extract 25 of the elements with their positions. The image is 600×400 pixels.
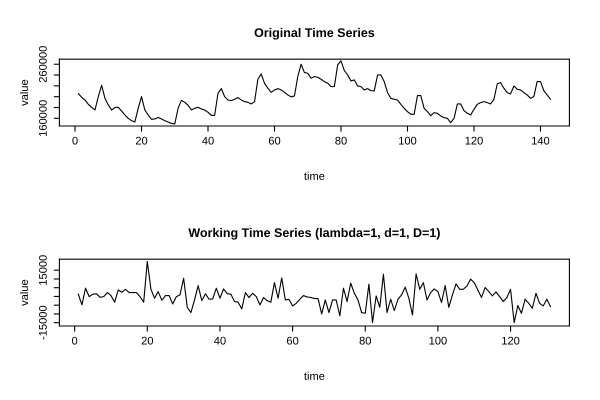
x-tick-label: 60 <box>268 136 280 145</box>
y-axis-title: value <box>20 280 28 306</box>
x-tick-label: 60 <box>286 336 298 345</box>
x-tick-label: 0 <box>72 336 78 345</box>
x-tick-label: 140 <box>532 136 550 145</box>
y-tick-label: 160000 <box>38 100 47 136</box>
x-axis-title: time <box>304 372 324 380</box>
x-tick-label: 120 <box>502 336 520 345</box>
chart-title: Working Time Series (lambda=1, d=1, D=1) <box>188 228 440 240</box>
x-tick-label: 80 <box>335 136 347 145</box>
y-tick-label: 15000 <box>38 255 47 285</box>
y-tick-label: -15000 <box>38 306 47 340</box>
x-tick-label: 20 <box>142 336 154 345</box>
x-tick-label: 100 <box>399 136 416 145</box>
x-tick-label: 0 <box>72 136 78 145</box>
y-axis-title: value <box>20 80 28 106</box>
x-axis-title: time <box>304 172 324 180</box>
x-tick-label: 40 <box>202 136 214 145</box>
y-tick-label: 260000 <box>38 46 47 82</box>
x-tick-label: 120 <box>466 136 483 145</box>
x-tick-label: 20 <box>136 136 148 145</box>
x-tick-label: 80 <box>360 336 371 345</box>
x-tick-label: 100 <box>429 336 447 345</box>
x-tick-label: 40 <box>214 336 226 345</box>
chart-title: Original Time Series <box>254 28 374 40</box>
